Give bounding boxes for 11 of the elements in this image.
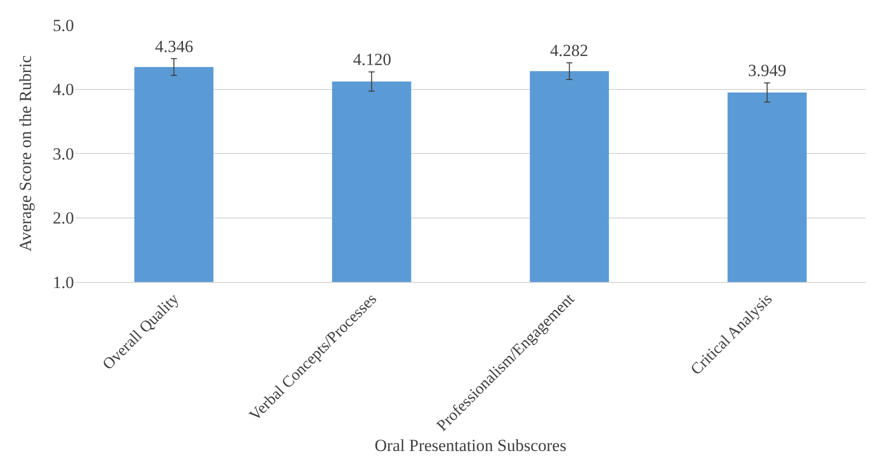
y-axis-title: Average Score on the Rubric [16, 55, 35, 252]
y-tick-label: 3.0 [52, 144, 74, 164]
data-label: 4.120 [353, 50, 392, 69]
data-label: 4.282 [550, 41, 588, 60]
y-tick-label: 5.0 [52, 16, 74, 35]
data-label: 3.949 [748, 61, 786, 80]
x-axis-title: Oral Presentation Subscores [374, 436, 566, 456]
y-tick-label: 1.0 [52, 272, 74, 292]
data-label: 4.346 [155, 37, 194, 56]
y-tick-label: 4.0 [52, 80, 74, 100]
y-tick-label: 2.0 [52, 208, 74, 228]
